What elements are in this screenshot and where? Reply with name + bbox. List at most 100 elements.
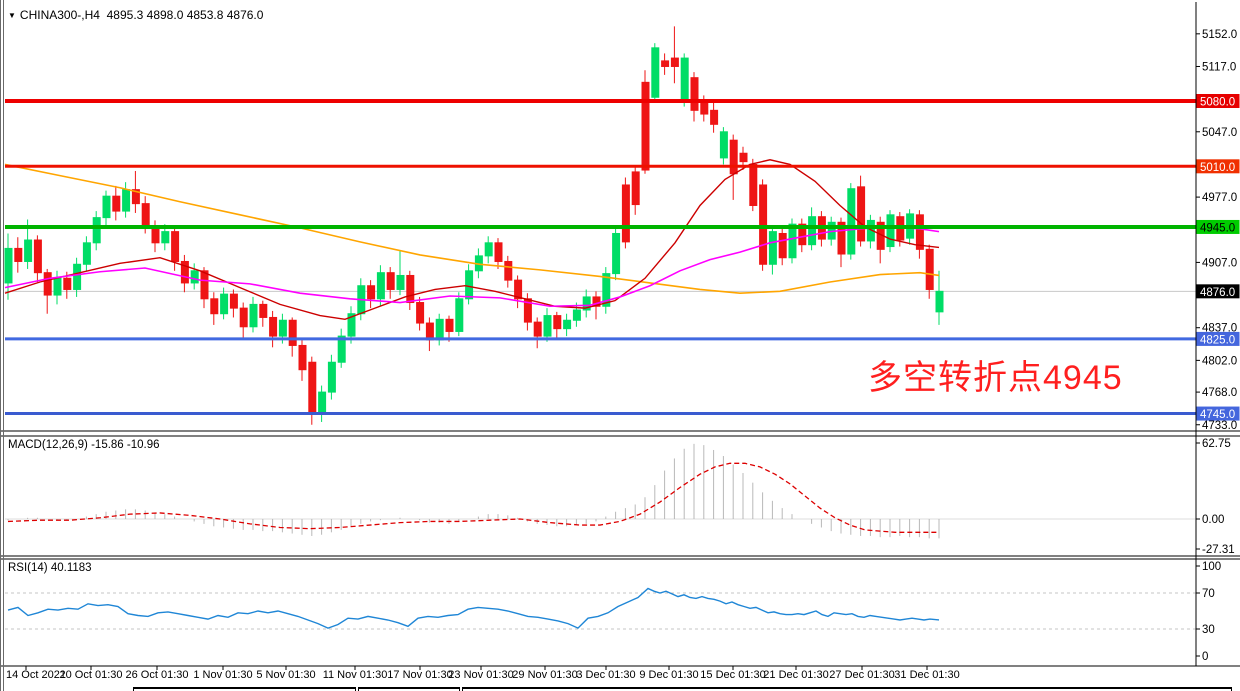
time-axis-label: 29 Nov 01:30: [512, 669, 578, 681]
candle: [661, 60, 670, 67]
candle: [612, 232, 621, 275]
candle: [229, 293, 238, 309]
axis-label: 5010.0: [1200, 162, 1235, 174]
candle: [259, 303, 268, 318]
ma-mid-magenta-line[interactable]: [4, 226, 940, 308]
time-axis-label: 21 Dec 01:30: [763, 669, 829, 681]
symbol-label: CHINA300-,H4: [19, 8, 100, 22]
axis-label: 0: [1202, 651, 1208, 663]
time-axis-label: 23 Nov 01:30: [448, 669, 514, 681]
time-axis-label: 1 Nov 01:30: [193, 669, 253, 681]
candle: [298, 344, 307, 371]
axis-label: 4945.0: [1200, 222, 1235, 234]
candle: [24, 239, 33, 262]
candle: [808, 216, 817, 246]
time-axis-label: 31 Dec 01:30: [894, 669, 960, 681]
candle: [269, 316, 278, 337]
candle: [151, 226, 160, 244]
time-axis-label: 9 Dec 01:30: [639, 669, 699, 681]
candle: [700, 102, 709, 115]
candle: [494, 242, 503, 262]
rsi-name: RSI(14): [8, 562, 48, 574]
candle: [308, 361, 317, 415]
window-tab-top[interactable]: [462, 687, 1232, 691]
time-axis-label: 26 Oct 01:30: [125, 669, 189, 681]
candle: [690, 77, 699, 111]
time-axis-label: 11 Nov 01:30: [322, 669, 388, 681]
candle: [141, 203, 150, 228]
candle: [33, 239, 42, 274]
candle: [739, 152, 748, 163]
candle: [543, 315, 552, 337]
candle: [190, 270, 199, 284]
candle: [171, 231, 180, 262]
axis-label: 70: [1202, 588, 1215, 600]
candle: [886, 214, 895, 248]
candle: [788, 223, 797, 259]
chart-title: ▼ CHINA300-,H4 4895.3 4898.0 4853.8 4876.…: [8, 8, 263, 22]
candle: [435, 318, 444, 341]
axis-label: 0.00: [1202, 514, 1224, 526]
candle: [798, 223, 807, 246]
candle: [200, 270, 209, 300]
ma-slow-orange-line[interactable]: [4, 163, 940, 294]
axis-label: 4745.0: [1200, 409, 1235, 421]
price-badge-5010: [1196, 159, 1240, 174]
time-axis-label: 5 Nov 01:30: [256, 669, 316, 681]
axis-label: 5152.0: [1202, 29, 1237, 41]
candle: [572, 309, 581, 321]
candle: [582, 296, 591, 311]
candle: [4, 247, 13, 284]
candle: [710, 109, 719, 125]
candle: [759, 184, 768, 265]
candle: [866, 219, 875, 242]
price-badge-4825: [1196, 331, 1240, 346]
candle: [533, 321, 542, 337]
ma-fast-red-line[interactable]: [4, 159, 940, 321]
axis-label: 4802.0: [1202, 355, 1237, 367]
rsi-label: RSI(14) 40.1183: [8, 562, 92, 574]
candle: [455, 298, 464, 332]
axis-label: 4733.0: [1202, 420, 1237, 432]
axis-label: 62.75: [1202, 438, 1231, 450]
window-tab-top[interactable]: [133, 687, 356, 691]
candle: [857, 186, 866, 242]
candle: [592, 296, 601, 307]
candle: [386, 272, 395, 290]
time-axis: 14 Oct 2021 20 Oct 01:30 26 Oct 01:30 1 Nov…: [0, 668, 1240, 685]
triangle-down-icon: ▼: [8, 11, 16, 20]
candle: [53, 277, 62, 296]
macd-signal-line: [7, 462, 939, 533]
time-axis-label: 27 Dec 01:30: [829, 669, 895, 681]
axis-label: 4907.0: [1202, 257, 1237, 269]
candle: [935, 290, 944, 313]
price-badge-4945: [1196, 219, 1240, 234]
axis-label: 4876.0: [1200, 287, 1235, 299]
candle: [523, 298, 532, 323]
candle: [337, 335, 346, 363]
candle: [641, 81, 650, 171]
candle: [131, 189, 140, 205]
price-badge-4876: [1196, 284, 1240, 299]
candle: [220, 293, 229, 315]
candle: [602, 273, 611, 307]
candle: [288, 319, 297, 346]
candle: [63, 277, 72, 290]
window-left-border-inner: [3, 0, 4, 691]
trend-annotation[interactable]: 多空转折点4945: [868, 359, 1123, 397]
window-tab-top[interactable]: [358, 687, 460, 691]
axis-label: 5080.0: [1200, 97, 1235, 109]
axis-label: 4977.0: [1202, 192, 1237, 204]
candle: [102, 195, 111, 219]
macd-values: -15.86 -10.96: [91, 439, 160, 451]
candle: [406, 274, 415, 304]
candle: [915, 214, 924, 250]
candle: [925, 248, 934, 290]
axis-label: 4837.0: [1202, 323, 1237, 335]
candle: [621, 184, 630, 243]
candle: [553, 315, 562, 330]
candle: [631, 171, 640, 206]
candle: [367, 285, 376, 300]
